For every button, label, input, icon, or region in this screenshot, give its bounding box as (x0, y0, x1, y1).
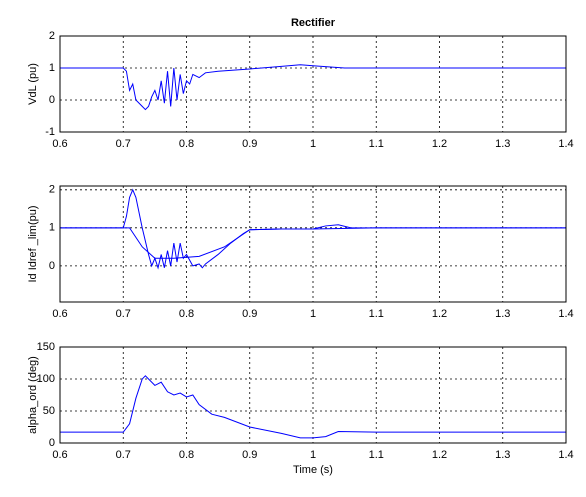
chart-title: Rectifier (291, 17, 336, 29)
x-tick-label: 0.7 (116, 138, 131, 150)
x-tick-label: 0.8 (179, 138, 194, 150)
y-tick-label: 150 (37, 341, 55, 353)
y-tick-label: 0 (49, 260, 55, 272)
x-tick-label: 0.8 (179, 449, 194, 461)
x-tick-label: 1.2 (432, 449, 447, 461)
y-tick-label: 2 (49, 184, 55, 196)
y-tick-label: 0 (49, 437, 55, 449)
axes-frame (59, 346, 567, 444)
x-tick-label: 0.6 (52, 449, 67, 461)
y-axis-label: VdL (pu) (27, 63, 39, 105)
x-tick-label: 1.1 (369, 308, 384, 320)
x-tick-label: 1.3 (495, 449, 510, 461)
x-tick-label: 1.4 (558, 138, 573, 150)
x-tick-label: 1.4 (558, 308, 573, 320)
x-tick-label: 0.8 (179, 308, 194, 320)
y-tick-label: 50 (43, 405, 55, 417)
y-tick-label: 1 (49, 222, 55, 234)
axes-frame (59, 35, 567, 133)
x-tick-label: 1 (310, 138, 316, 150)
x-tick-label: 1 (310, 308, 316, 320)
y-tick-label: 2 (49, 30, 55, 42)
y-axis-label: Id Idref _lim(pu) (27, 205, 39, 282)
x-tick-label: 0.9 (242, 449, 257, 461)
x-tick-label: 1.2 (432, 138, 447, 150)
x-tick-label: 0.7 (116, 449, 131, 461)
x-tick-label: 1.2 (432, 308, 447, 320)
x-tick-label: 0.6 (52, 308, 67, 320)
x-tick-label: 1 (310, 449, 316, 461)
data-line (60, 375, 566, 439)
x-tick-label: 1.1 (369, 138, 384, 150)
x-tick-label: 0.6 (52, 138, 67, 150)
x-tick-label: 0.9 (242, 308, 257, 320)
y-tick-label: -1 (45, 126, 55, 138)
y-tick-label: 100 (37, 373, 55, 385)
y-tick-label: 0 (49, 94, 55, 106)
x-tick-label: 1.1 (369, 449, 384, 461)
axes-box (60, 186, 566, 302)
x-tick-label: 0.9 (242, 138, 257, 150)
y-tick-label: 1 (49, 62, 55, 74)
x-tick-label: 1.3 (495, 138, 510, 150)
x-tick-label: 0.7 (116, 308, 131, 320)
data-line (60, 227, 566, 259)
x-axis-label: Time (s) (293, 464, 333, 476)
x-tick-label: 1.3 (495, 308, 510, 320)
y-axis-label: alpha_ord (deg) (27, 356, 39, 434)
data-line (60, 64, 566, 111)
axes-frame (59, 185, 567, 303)
x-tick-label: 1.4 (558, 449, 573, 461)
